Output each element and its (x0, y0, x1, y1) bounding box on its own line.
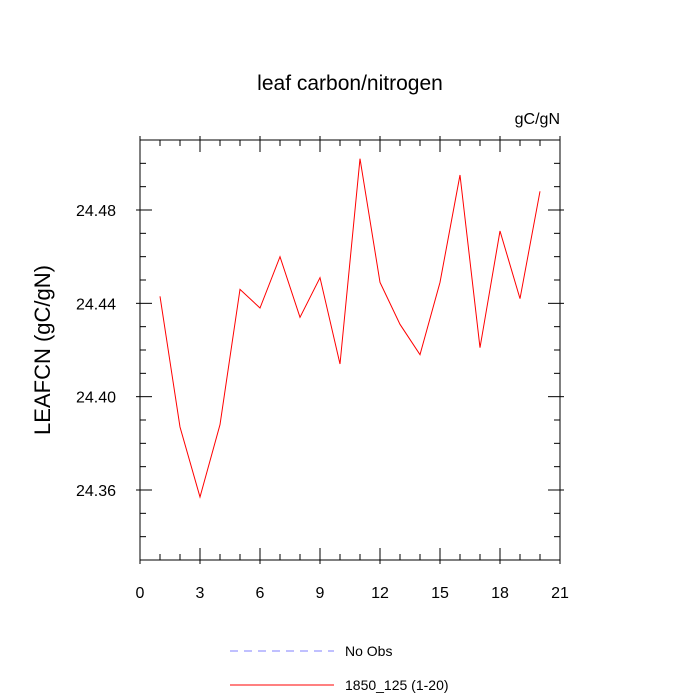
x-tick-label: 15 (431, 585, 449, 602)
legend: No Obs 1850_125 (1-20) (230, 643, 449, 693)
series-line (159, 158, 541, 499)
x-tick-label: 3 (196, 585, 205, 602)
series-layer (159, 158, 541, 499)
x-tick-label: 21 (551, 585, 569, 602)
x-tick-label: 9 (316, 585, 325, 602)
x-tick-label: 18 (491, 585, 509, 602)
x-tick-label: 6 (256, 585, 265, 602)
y-axis: 24.36 24.40 24.44 24.48 (76, 139, 564, 561)
x-tick-label: 12 (371, 585, 389, 602)
y-tick-label: 24.40 (76, 390, 116, 407)
x-tick-label: 0 (136, 585, 145, 602)
plot-frame (139, 139, 561, 561)
y-tick-label: 24.48 (76, 203, 116, 220)
chart-title: leaf carbon/nitrogen (257, 72, 443, 95)
y-tick-label: 24.36 (76, 483, 116, 500)
units-label: gC/gN (515, 111, 560, 128)
x-axis: 0 3 6 9 12 15 18 21 (136, 136, 569, 602)
y-axis-label: LEAFCN (gC/gN) (30, 265, 55, 435)
legend-label: No Obs (345, 643, 392, 659)
legend-label: 1850_125 (1-20) (345, 677, 449, 693)
y-tick-label: 24.44 (76, 296, 116, 313)
